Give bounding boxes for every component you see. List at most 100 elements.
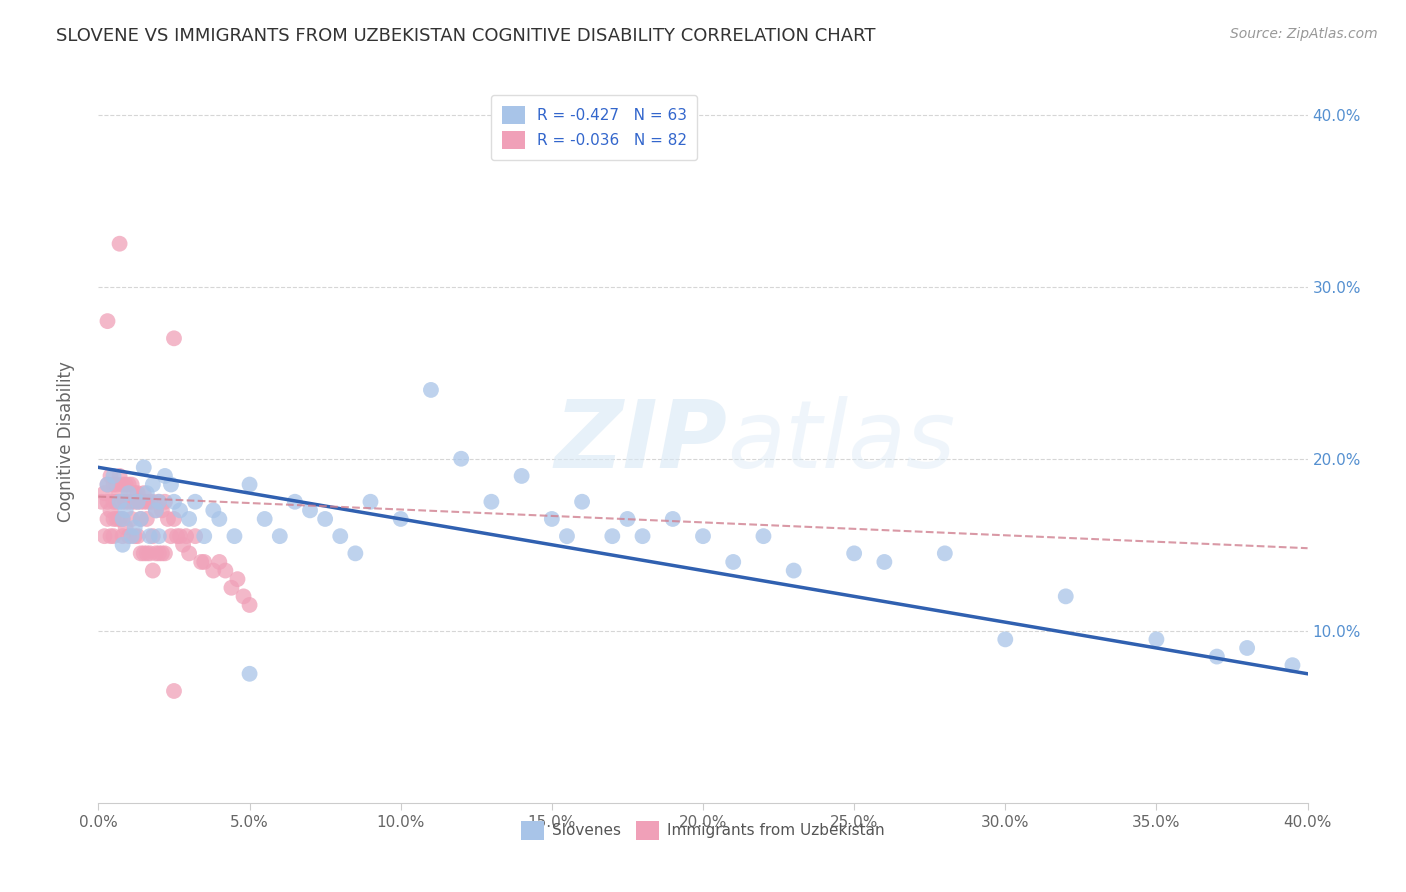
Point — [153, 494, 176, 508]
Point — [121, 529, 143, 543]
Point — [111, 512, 134, 526]
Point — [93, 529, 115, 543]
Point — [1281, 658, 1303, 673]
Point — [142, 494, 165, 508]
Point — [314, 512, 336, 526]
Point — [129, 512, 152, 526]
Point — [360, 494, 382, 508]
Point — [150, 546, 173, 560]
Point — [129, 546, 152, 560]
Point — [132, 494, 155, 508]
Point — [202, 564, 225, 578]
Point — [156, 512, 179, 526]
Point — [510, 469, 533, 483]
Point — [145, 546, 167, 560]
Point — [103, 529, 125, 543]
Point — [127, 486, 149, 500]
Point — [127, 494, 149, 508]
Point — [118, 477, 141, 491]
Point — [96, 512, 118, 526]
Point — [90, 494, 112, 508]
Point — [150, 503, 173, 517]
Point — [105, 477, 128, 491]
Point — [190, 555, 212, 569]
Point — [96, 477, 118, 491]
Point — [163, 684, 186, 698]
Point — [783, 564, 806, 578]
Point — [111, 512, 134, 526]
Point — [284, 494, 307, 508]
Point — [994, 632, 1017, 647]
Point — [100, 503, 122, 517]
Point — [121, 512, 143, 526]
Point — [100, 529, 122, 543]
Point — [103, 477, 125, 491]
Point — [132, 486, 155, 500]
Point — [723, 555, 745, 569]
Point — [105, 494, 128, 508]
Point — [631, 529, 654, 543]
Point — [108, 236, 131, 251]
Point — [111, 494, 134, 508]
Point — [179, 512, 201, 526]
Point — [153, 469, 176, 483]
Point — [450, 451, 472, 466]
Point — [184, 494, 207, 508]
Point — [163, 331, 186, 345]
Point — [118, 494, 141, 508]
Point — [111, 477, 134, 491]
Point — [148, 494, 170, 508]
Point — [169, 503, 191, 517]
Point — [127, 529, 149, 543]
Point — [129, 512, 152, 526]
Point — [121, 477, 143, 491]
Point — [934, 546, 956, 560]
Point — [118, 529, 141, 543]
Point — [420, 383, 443, 397]
Point — [602, 529, 624, 543]
Point — [135, 546, 157, 560]
Point — [103, 512, 125, 526]
Point — [135, 486, 157, 500]
Point — [114, 494, 136, 508]
Point — [208, 555, 231, 569]
Point — [93, 486, 115, 500]
Point — [135, 494, 157, 508]
Point — [224, 529, 246, 543]
Point — [111, 538, 134, 552]
Point — [344, 546, 367, 560]
Point — [166, 529, 188, 543]
Point — [124, 520, 146, 534]
Point — [129, 494, 152, 508]
Y-axis label: Cognitive Disability: Cognitive Disability — [56, 361, 75, 522]
Point — [232, 590, 254, 604]
Point — [844, 546, 866, 560]
Point — [160, 477, 183, 491]
Point — [163, 494, 186, 508]
Point — [239, 666, 262, 681]
Point — [184, 529, 207, 543]
Point — [193, 555, 215, 569]
Point — [142, 564, 165, 578]
Text: atlas: atlas — [727, 396, 956, 487]
Point — [160, 529, 183, 543]
Point — [135, 512, 157, 526]
Point — [105, 512, 128, 526]
Point — [118, 486, 141, 500]
Point — [253, 512, 276, 526]
Point — [571, 494, 593, 508]
Point — [692, 529, 714, 543]
Point — [111, 529, 134, 543]
Point — [114, 520, 136, 534]
Point — [148, 529, 170, 543]
Text: ZIP: ZIP — [554, 395, 727, 488]
Point — [153, 546, 176, 560]
Point — [1236, 640, 1258, 655]
Point — [139, 494, 162, 508]
Point — [193, 529, 215, 543]
Point — [114, 477, 136, 491]
Point — [329, 529, 352, 543]
Point — [752, 529, 775, 543]
Point — [1206, 649, 1229, 664]
Point — [221, 581, 243, 595]
